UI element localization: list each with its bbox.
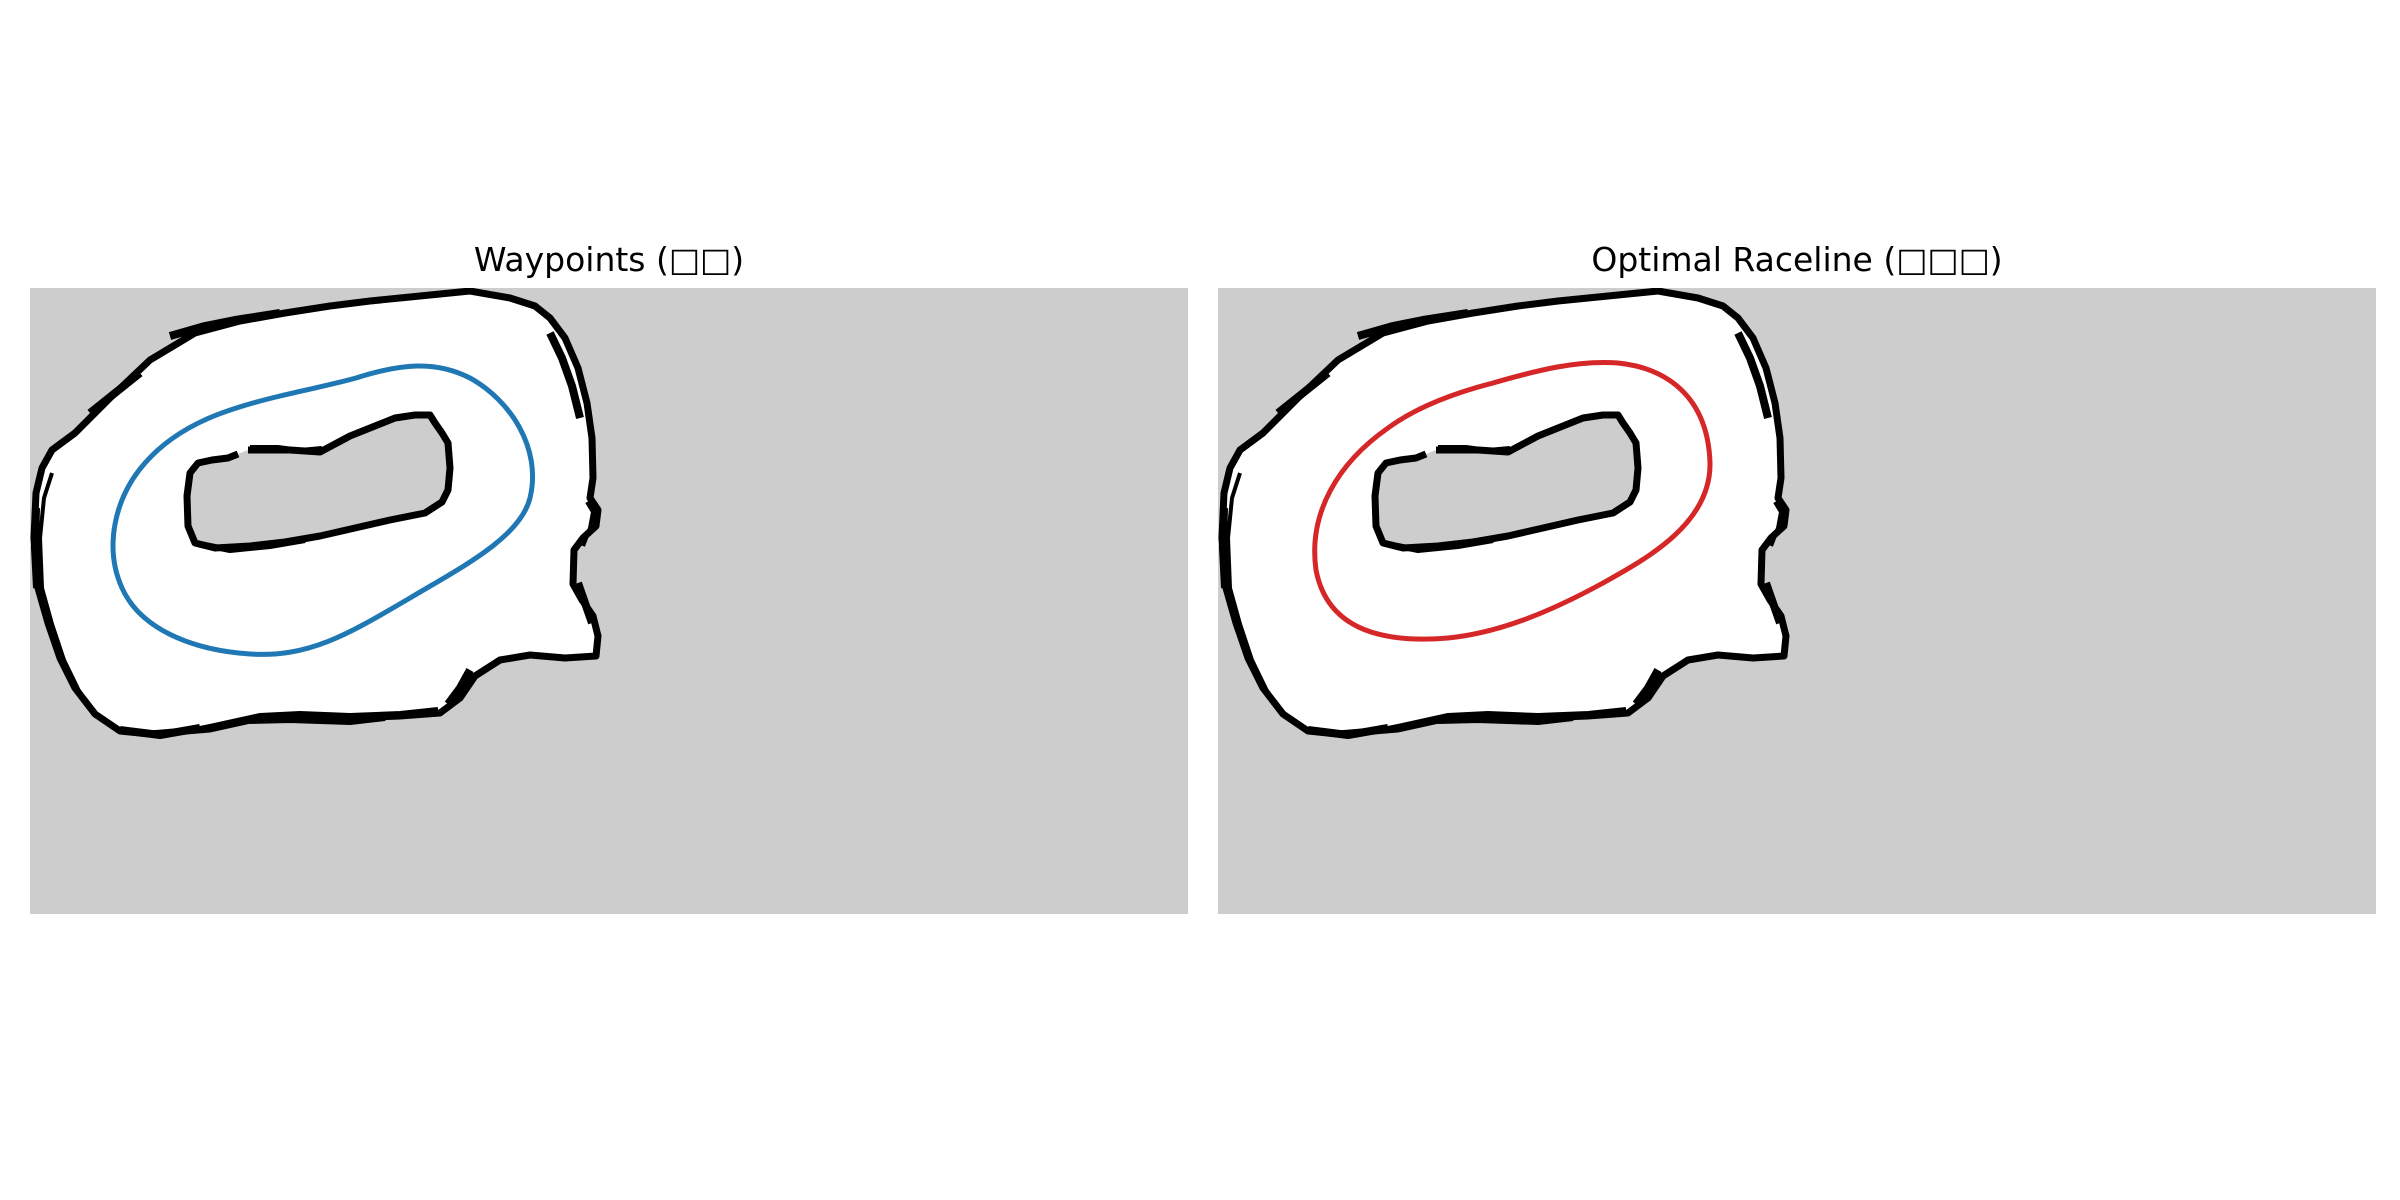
track-walls: [1218, 288, 1790, 739]
raceline-panel-title: Optimal Raceline (□□□): [1591, 240, 2003, 279]
waypoints-line: [110, 363, 536, 657]
waypoints-map-panel: [30, 288, 1188, 914]
raceline-line: [1312, 360, 1713, 642]
raceline-map: [1218, 288, 1790, 739]
track-free-space: [34, 291, 598, 734]
waypoints-panel-title: Waypoints (□□): [473, 240, 745, 279]
track-walls: [30, 288, 602, 739]
raceline-map-panel: [1218, 288, 2376, 914]
track-free-space: [1222, 291, 1786, 734]
waypoints-map: [30, 288, 602, 739]
